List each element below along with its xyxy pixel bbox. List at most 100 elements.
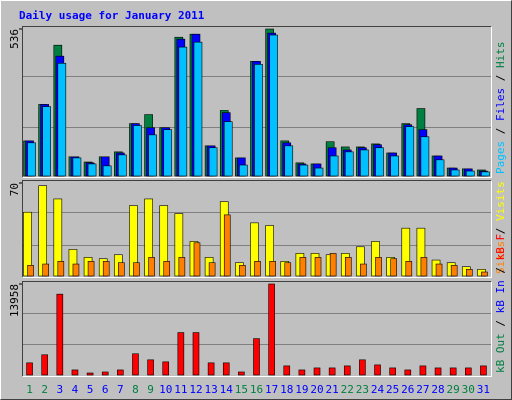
bar — [178, 46, 188, 177]
bar — [222, 362, 230, 376]
x-tick-label: 24 — [371, 383, 385, 396]
legend: Pages / Files / Hits — [494, 42, 507, 175]
x-tick-label: 26 — [401, 383, 414, 396]
bar — [465, 367, 472, 376]
bar — [38, 185, 47, 277]
x-tick-label: 18 — [280, 383, 293, 396]
bar — [284, 262, 292, 277]
bar — [57, 62, 67, 177]
bar — [27, 265, 34, 277]
bar — [360, 149, 369, 177]
bar — [72, 157, 82, 177]
x-tick-label: 8 — [132, 383, 139, 396]
bar — [223, 214, 231, 277]
y-tick-label: 13958 — [8, 284, 21, 317]
bar — [193, 242, 201, 277]
legend-entry: kB In — [494, 280, 507, 313]
bar — [148, 257, 155, 277]
x-tick-label: 30 — [462, 383, 475, 396]
bar — [390, 155, 399, 177]
bar — [343, 365, 351, 376]
legend: kB Out / kB In / kB F — [494, 234, 507, 373]
legend-separator: / — [494, 260, 507, 280]
x-tick-label: 19 — [295, 383, 308, 396]
bar — [239, 265, 246, 277]
legend-entry: Pages — [494, 141, 507, 174]
bar — [118, 154, 127, 177]
x-tick-label: 29 — [447, 383, 460, 396]
legend-separator: / — [494, 313, 507, 333]
legend-separator: / — [494, 221, 507, 241]
bar — [450, 169, 460, 177]
panel-edge-dark — [22, 180, 492, 278]
bar — [420, 257, 428, 277]
bar — [360, 263, 367, 277]
bar — [283, 365, 291, 376]
x-tick-label: 23 — [356, 383, 369, 396]
x-tick-label: 25 — [386, 383, 399, 396]
legend-entry: kB F — [494, 234, 507, 261]
bar — [466, 269, 473, 277]
x-tick-label: 15 — [235, 383, 248, 396]
x-tick-label: 2 — [41, 383, 48, 396]
bar — [435, 263, 443, 277]
bar — [133, 262, 140, 277]
bar — [102, 261, 110, 277]
bar — [299, 257, 307, 277]
bar — [389, 367, 396, 376]
bar — [177, 332, 185, 376]
bar — [314, 257, 322, 277]
bar — [404, 369, 412, 376]
bar — [481, 171, 490, 177]
legend-entry: Files — [494, 88, 507, 121]
bar — [57, 261, 65, 277]
x-tick-label: 31 — [477, 383, 490, 396]
bar — [117, 369, 124, 376]
bar — [42, 106, 51, 177]
bar — [284, 145, 294, 177]
bar — [147, 359, 154, 376]
x-tick-label: 3 — [57, 383, 64, 396]
legend-separator: / — [494, 121, 507, 141]
bar — [163, 129, 173, 177]
x-tick-label: 11 — [174, 383, 187, 396]
legend-entry: Sites — [494, 241, 507, 274]
bar — [449, 367, 457, 376]
chart-title: Daily usage for January 2011 — [19, 9, 205, 22]
x-tick-label: 7 — [117, 383, 124, 396]
bar — [298, 369, 306, 376]
bar — [101, 371, 109, 376]
bar — [329, 253, 337, 277]
legend: Sites / Visits — [494, 181, 507, 274]
x-tick-label: 12 — [189, 383, 202, 396]
bar — [359, 359, 366, 376]
bar — [208, 262, 216, 277]
bar — [450, 265, 458, 277]
bar — [26, 362, 33, 376]
bar — [163, 261, 171, 277]
x-tick-label: 16 — [250, 383, 263, 396]
x-tick-label: 21 — [326, 383, 339, 396]
bar — [192, 332, 200, 376]
bar — [269, 261, 276, 277]
bar — [253, 338, 260, 376]
bar — [314, 167, 324, 177]
x-tick-label: 6 — [102, 383, 109, 396]
bar — [238, 371, 245, 376]
panel-edge-light — [22, 26, 492, 178]
bar — [118, 262, 125, 277]
bar — [390, 258, 397, 277]
bar — [268, 283, 275, 376]
bar — [480, 365, 487, 376]
bar — [269, 34, 278, 177]
panel-edge-dark — [22, 281, 492, 377]
x-tick-label: 9 — [147, 383, 154, 396]
x-tick-label: 4 — [72, 383, 79, 396]
bar — [254, 261, 261, 277]
bar — [419, 365, 427, 376]
bar — [435, 159, 445, 177]
bar — [87, 163, 97, 177]
bar — [420, 136, 430, 177]
bar — [374, 364, 381, 376]
panel-edge-dark — [22, 26, 492, 178]
